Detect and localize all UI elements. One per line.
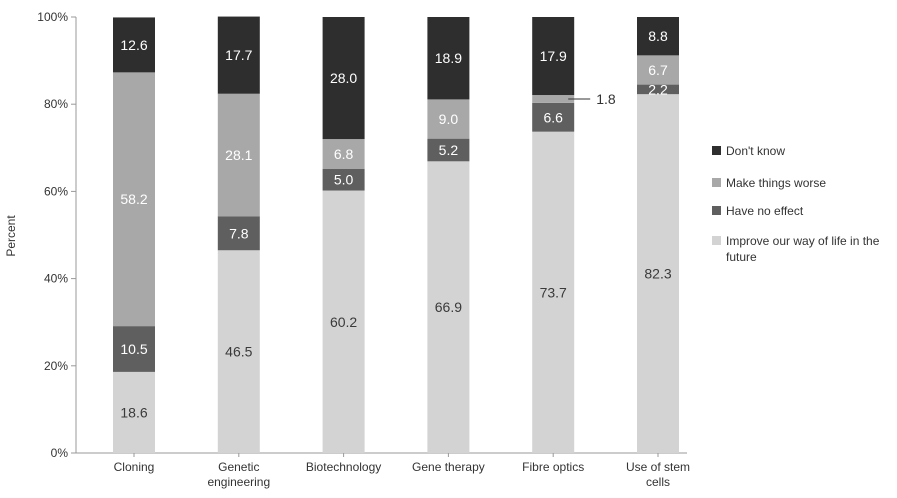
- bar-segment: [322, 139, 365, 169]
- bar-segment: [427, 161, 470, 454]
- bar-segment: [637, 94, 679, 453]
- data-label: 66.9: [435, 299, 462, 315]
- bar-segment: [217, 16, 260, 94]
- bar-segment: [113, 371, 155, 453]
- y-tick-label: 60%: [44, 184, 68, 198]
- x-tick-label: Genetic: [218, 460, 259, 474]
- bar-segment: [637, 55, 679, 85]
- data-label: 6.8: [334, 146, 354, 162]
- x-tick-label: Fibre optics: [522, 460, 584, 474]
- data-label: 28.0: [330, 70, 357, 86]
- bar-segment: [113, 72, 155, 327]
- data-label: 60.2: [330, 314, 357, 330]
- data-label: 9.0: [439, 111, 459, 127]
- data-label: 8.8: [648, 28, 668, 44]
- data-label: 5.0: [334, 172, 354, 188]
- data-label: 73.7: [540, 284, 567, 300]
- bar-segment: [322, 190, 365, 453]
- data-label: 2.2: [648, 81, 668, 97]
- data-label: 5.2: [439, 142, 459, 158]
- data-label: 17.7: [225, 47, 252, 63]
- y-tick-label: 80%: [44, 97, 68, 111]
- legend-swatch: [712, 236, 721, 245]
- x-tick-label: Gene therapy: [412, 460, 485, 474]
- legend-label: Make things worse: [726, 176, 826, 190]
- x-tick-label: Biotechnology: [306, 460, 381, 474]
- bar-labels: 18.6 10.5 58.2 12.6 46.5 7.8 28.1 17.7 60.2 5.0 6.…: [120, 28, 671, 420]
- bars: [113, 16, 679, 454]
- legend-swatch: [712, 178, 721, 187]
- bar-segment: [532, 131, 575, 453]
- bar-segment: [217, 93, 260, 217]
- y-tick-label: 100%: [37, 10, 68, 24]
- bar-segment: [532, 95, 575, 103]
- x-tick-label: Use of stem: [626, 460, 690, 474]
- bar-segment: [532, 102, 575, 132]
- bar-segment: [322, 168, 365, 191]
- x-tick-label: Cloning: [114, 460, 155, 474]
- legend: Don't know Make things worse Have no effec…: [712, 144, 880, 264]
- bar-segment: [217, 250, 260, 453]
- legend-label: Don't know: [726, 144, 785, 158]
- bar-segment: [113, 326, 155, 372]
- data-label: 18.6: [120, 404, 147, 420]
- axes: 0% 20% 40% 60% 80% 100%: [37, 10, 687, 460]
- bar-segment: [637, 17, 679, 56]
- data-label: 17.9: [540, 48, 567, 64]
- y-axis-label: Percent: [4, 215, 18, 257]
- bar-segment: [637, 84, 679, 95]
- legend-label: Improve our way of life in the: [726, 234, 880, 248]
- data-label: 18.9: [435, 50, 462, 66]
- data-label: 12.6: [120, 37, 147, 53]
- data-label: 6.6: [543, 109, 563, 125]
- bar-segment: [427, 99, 470, 139]
- legend-swatch: [712, 206, 721, 215]
- x-tick-label: engineering: [207, 475, 270, 489]
- y-tick-label: 40%: [44, 272, 68, 286]
- data-label: 1.8: [596, 91, 616, 107]
- legend-swatch: [712, 146, 721, 155]
- data-label: 46.5: [225, 344, 252, 360]
- y-tick-label: 0%: [51, 446, 69, 460]
- bar-segment: [532, 17, 575, 96]
- bar-segment: [217, 216, 260, 251]
- data-label: 6.7: [648, 62, 668, 78]
- data-label: 82.3: [644, 266, 671, 282]
- data-label: 58.2: [120, 191, 147, 207]
- bar-segment: [427, 138, 470, 162]
- bar-segment: [113, 17, 155, 73]
- bar-segment: [322, 17, 365, 140]
- bar-segment: [427, 17, 470, 100]
- data-label: 7.8: [229, 225, 249, 241]
- legend-label: Have no effect: [726, 204, 804, 218]
- x-tick-label: cells: [646, 475, 670, 489]
- data-label: 28.1: [225, 147, 252, 163]
- legend-label: future: [726, 250, 757, 264]
- y-tick-label: 20%: [44, 359, 68, 373]
- data-label: 10.5: [120, 341, 147, 357]
